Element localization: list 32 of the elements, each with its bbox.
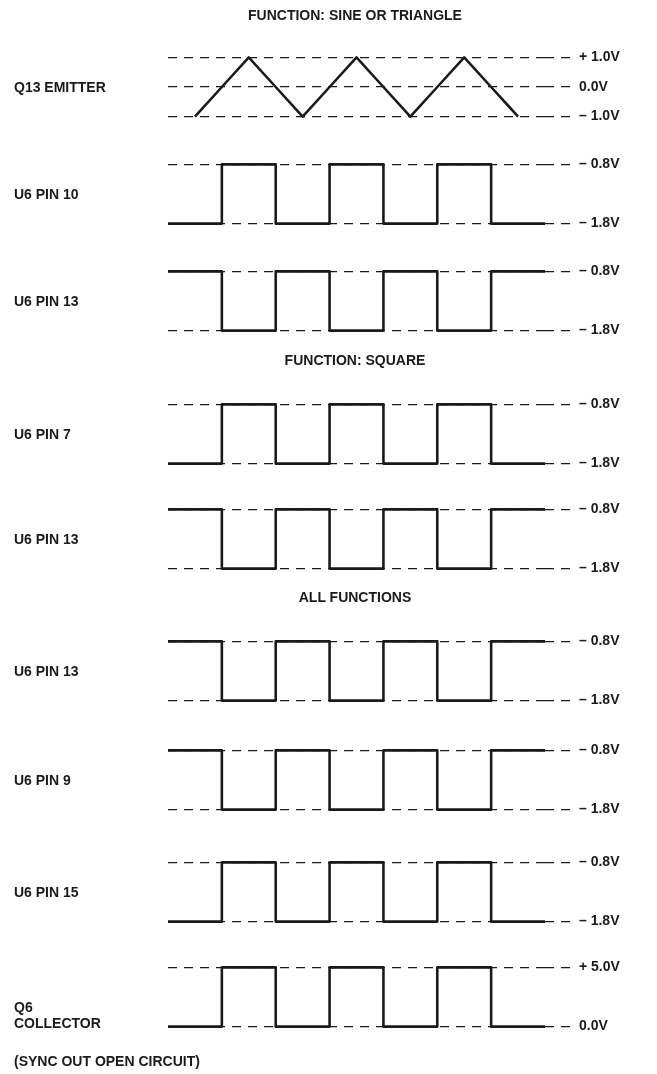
y-tick-label: – 1.8V (579, 559, 621, 576)
chart-title: FUNCTION: SQUARE (283, 352, 427, 368)
y-tick-label: – 1.8V (579, 454, 621, 471)
text: (SYNC OUT OPEN CIRCUIT) (14, 1053, 200, 1069)
y-tick-label: – 0.8V (579, 155, 621, 172)
y-axis-title: U6 PIN 13 (14, 531, 80, 547)
y-axis-title: U6 PIN 13 (14, 663, 80, 679)
y-axis-title: U6 PIN 10 (14, 186, 80, 202)
y-tick-label: 0.0V (579, 77, 609, 94)
y-tick-label: 0.0V (579, 1017, 609, 1034)
chart-title: ALL FUNCTIONS (297, 589, 413, 605)
y-tick-label: – 1.8V (579, 800, 621, 817)
y-tick-label: – 1.0V (579, 107, 621, 124)
y-axis-title: U6 PIN 7 (14, 426, 72, 442)
y-tick-label: – 0.8V (579, 853, 621, 870)
y-tick-label: + 1.0V (579, 48, 621, 65)
y-tick-label: – 0.8V (579, 500, 621, 517)
y-tick-label: – 1.8V (579, 691, 621, 708)
y-axis-title: U6 PIN 15 (14, 884, 80, 900)
chart-title: FUNCTION: SINE OR TRIANGLE (247, 7, 463, 23)
y-tick-label: – 0.8V (579, 262, 621, 279)
y-axis-title: Q13 EMITTER (14, 79, 107, 95)
y-tick-label: – 0.8V (579, 632, 621, 649)
y-tick-label: – 1.8V (579, 214, 621, 231)
y-tick-label: – 0.8V (579, 741, 621, 758)
y-tick-label: – 0.8V (579, 395, 621, 412)
y-tick-label: – 1.8V (579, 321, 621, 338)
y-axis-title: Q6 COLLECTOR (14, 999, 102, 1031)
y-axis-title: U6 PIN 13 (14, 293, 80, 309)
y-tick-label: + 5.0V (579, 958, 621, 975)
y-axis-title: U6 PIN 9 (14, 772, 72, 788)
y-tick-label: – 1.8V (579, 912, 621, 929)
